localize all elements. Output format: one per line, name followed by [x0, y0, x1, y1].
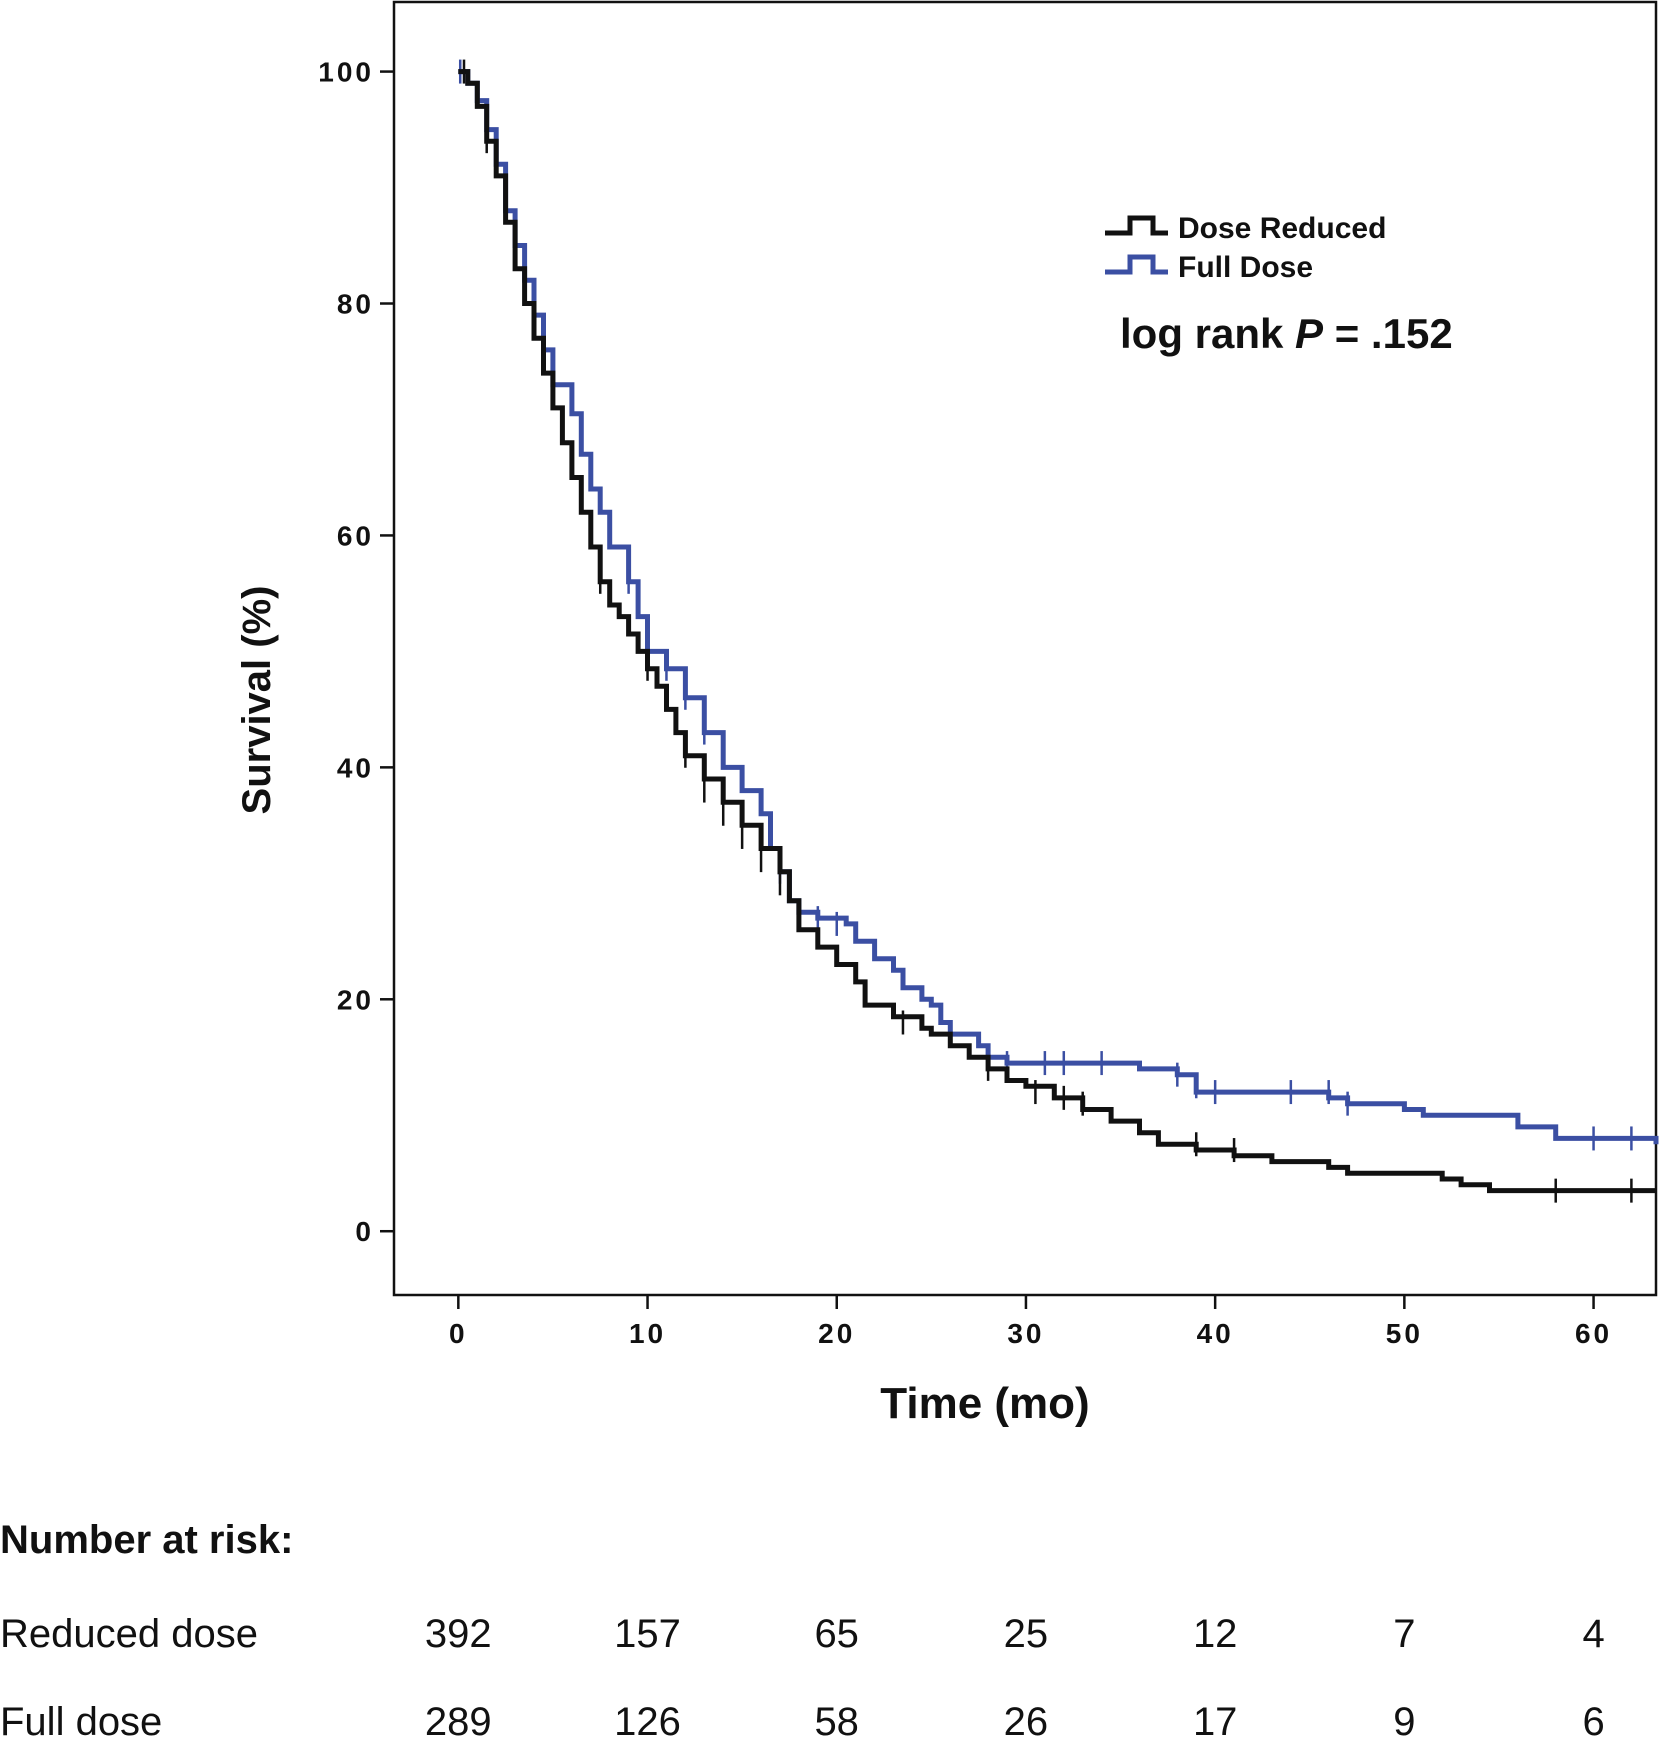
risk-cell: 289	[424, 1700, 492, 1744]
y-tick-label: 100	[318, 57, 374, 88]
risk-cell: 9	[1393, 1700, 1416, 1744]
x-tick-label: 0	[449, 1318, 468, 1349]
risk-cell: 17	[1192, 1700, 1238, 1744]
risk-cell: 6	[1582, 1700, 1605, 1744]
series-layer	[458, 59, 1659, 1203]
y-tick-label: 80	[337, 289, 374, 320]
risk-row-full-dose: Full dose 289 126 58 26 17 9 6	[0, 1700, 1660, 1750]
logrank-value: = .152	[1323, 310, 1453, 357]
plot-frame	[392, 0, 1658, 1297]
risk-cell: 65	[814, 1612, 859, 1656]
legend-swatch-full-dose	[1105, 254, 1168, 275]
y-axis-label: Survival (%)	[235, 586, 279, 815]
y-tick-label: 20	[337, 984, 374, 1015]
y-tick-label: 40	[337, 752, 374, 783]
y-tick-label: 0	[355, 1216, 374, 1247]
logrank-p-symbol: P	[1295, 310, 1324, 357]
x-tick-label: 40	[1197, 1318, 1234, 1349]
x-tick-label: 60	[1575, 1318, 1612, 1349]
y-tick-label: 60	[337, 520, 374, 551]
legend-label-full-dose: Full Dose	[1178, 251, 1313, 284]
x-tick-label: 20	[818, 1318, 855, 1349]
series-line-dose-reduced	[458, 69, 1656, 1194]
risk-cell: 157	[614, 1612, 681, 1656]
x-tick-label: 30	[1007, 1318, 1044, 1349]
risk-cell: 26	[1003, 1700, 1049, 1744]
legend-swatch-dose-reduced	[1105, 215, 1168, 236]
risk-cell: 7	[1393, 1612, 1416, 1656]
series-line-full-dose	[458, 69, 1659, 1145]
legend-label-dose-reduced: Dose Reduced	[1178, 212, 1386, 245]
logrank-annotation: log rank P = .152	[1120, 310, 1453, 357]
x-axis-label: Time (mo)	[880, 1379, 1089, 1428]
risk-row-label: Full dose	[0, 1700, 163, 1744]
legend: Dose Reduced Full Dose	[1105, 212, 1386, 284]
risk-table-title: Number at risk:	[0, 1518, 294, 1562]
x-tick-label: 50	[1386, 1318, 1423, 1349]
risk-cell: 126	[614, 1700, 681, 1744]
axes-layer: 0 20 40 60 80 100 0 10 20 30 40 50 60	[318, 57, 1612, 1349]
risk-cell: 58	[814, 1700, 859, 1744]
risk-cell: 4	[1582, 1612, 1605, 1656]
logrank-prefix: log rank	[1120, 310, 1295, 357]
survival-chart: 0 20 40 60 80 100 0 10 20 30 40 50 60 Survival (%) T…	[235, 0, 1659, 1428]
risk-cell: 392	[424, 1612, 492, 1656]
x-tick-label: 10	[629, 1318, 666, 1349]
risk-row-reduced-dose: Reduced dose 392 157 65 25 12 7 4	[0, 1612, 1660, 1662]
risk-row-label: Reduced dose	[0, 1612, 258, 1656]
risk-cell: 12	[1192, 1612, 1238, 1656]
risk-cell: 25	[1003, 1612, 1049, 1656]
